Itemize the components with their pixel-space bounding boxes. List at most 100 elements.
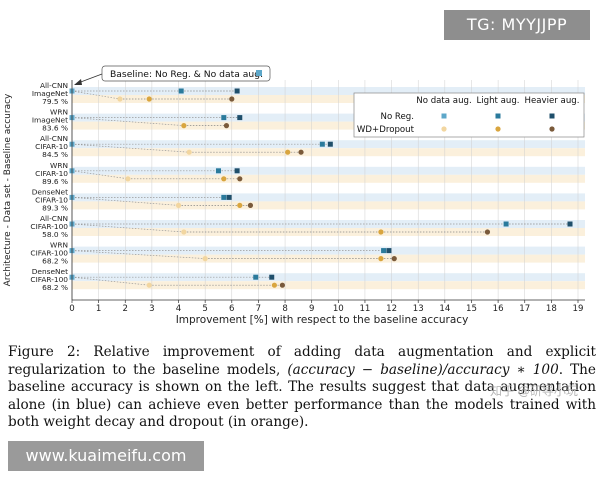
row-label-baseline: 89.6 % <box>42 177 68 186</box>
x-tick-label: 3 <box>149 304 154 314</box>
row-label-dataset: CIFAR-100 <box>30 222 68 231</box>
row-band-orange <box>72 95 585 103</box>
legend-no-reg-marker <box>441 113 447 119</box>
row-band-orange <box>72 121 585 130</box>
row-label-arch: All-CNN <box>40 81 68 90</box>
row-label-dataset: ImageNet <box>32 116 68 125</box>
row-band-blue <box>72 193 585 202</box>
x-tick-label: 1 <box>96 304 101 314</box>
connector-line <box>71 223 184 233</box>
connector-line <box>71 90 120 100</box>
watermark-corner: 知乎 @研导小玩 <box>490 384 578 398</box>
row-label-baseline: 68.2 % <box>42 283 68 292</box>
wd-dropout-point <box>146 96 152 102</box>
legend-wd-dropout-marker <box>495 126 501 132</box>
baseline-callout: Baseline: No Reg. & No data aug. <box>74 65 271 85</box>
row-label-baseline: 58.0 % <box>42 230 68 239</box>
no-reg-point <box>237 115 243 121</box>
caption-text: . The baseline accuracy is shown on the … <box>8 361 596 431</box>
wd-dropout-point <box>175 202 182 208</box>
wd-dropout-point <box>391 256 397 262</box>
x-tick-label: 14 <box>439 304 450 314</box>
row-label-dataset: CIFAR-10 <box>35 169 68 178</box>
row-label-arch: WRN <box>50 108 68 117</box>
row-label-baseline: 68.2 % <box>42 257 68 266</box>
x-tick-label: 16 <box>493 304 504 314</box>
wd-dropout-point <box>146 282 152 288</box>
wd-dropout-point <box>298 149 304 155</box>
no-reg-point <box>567 221 573 227</box>
wd-dropout-point <box>221 176 227 182</box>
legend: No data aug. Light aug. Heavier aug. No … <box>353 92 585 138</box>
row-label-dataset: CIFAR-100 <box>30 249 68 258</box>
row-band-orange <box>72 148 585 157</box>
legend-header: Heavier aug. <box>525 96 580 106</box>
no-reg-point <box>253 274 259 280</box>
no-reg-point <box>269 274 275 280</box>
no-reg-point <box>503 221 509 227</box>
wd-dropout-point <box>484 229 491 235</box>
x-axis-label: Improvement [%] with respect to the base… <box>176 314 469 326</box>
connector-line <box>71 250 206 259</box>
legend-header: No data aug. <box>416 96 471 106</box>
row-label-dataset: CIFAR-10 <box>35 142 68 151</box>
row-label-arch: DenseNet <box>32 267 68 276</box>
no-reg-point <box>319 141 325 147</box>
no-reg-point <box>221 194 227 200</box>
x-tick-label: 18 <box>546 304 557 314</box>
x-tick-label: 6 <box>229 304 234 314</box>
row-band-blue <box>72 87 585 95</box>
wd-dropout-point <box>271 282 277 288</box>
row-band-blue <box>72 113 585 122</box>
x-tick-label: 12 <box>386 304 397 314</box>
arrow-head-icon <box>74 79 82 85</box>
figure-caption: Figure 2: Relative improvement of adding… <box>8 344 596 432</box>
row-label-baseline: 79.5 % <box>42 97 68 106</box>
wd-dropout-point <box>285 149 291 155</box>
legend-header: Light aug. <box>476 96 519 106</box>
x-tick-label: 17 <box>519 304 530 314</box>
row-label-baseline: 83.6 % <box>42 124 68 133</box>
connector-line <box>71 170 128 180</box>
no-reg-point <box>386 248 392 254</box>
row-band-orange <box>72 281 585 290</box>
x-tick-label: 4 <box>176 304 181 314</box>
wd-dropout-point <box>202 256 208 262</box>
row-band-blue <box>72 166 585 175</box>
no-reg-point <box>381 248 387 254</box>
wd-dropout-point <box>181 229 187 235</box>
row-label-arch: WRN <box>50 161 68 170</box>
row-label-arch: All-CNN <box>40 134 68 143</box>
row-band-blue <box>72 220 585 228</box>
x-tick-label: 5 <box>202 304 207 314</box>
row-label-arch: WRN <box>50 241 68 250</box>
connector-line <box>71 117 184 126</box>
wd-dropout-point <box>181 123 187 129</box>
x-tick-label: 2 <box>123 304 128 314</box>
legend-no-reg-marker <box>549 113 555 119</box>
row-label-arch: All-CNN <box>40 214 68 223</box>
baseline-marker-icon <box>256 70 262 76</box>
legend-wd-dropout-marker <box>441 126 447 132</box>
row-band-blue <box>72 273 585 282</box>
x-tick-label: 0 <box>69 304 74 314</box>
wd-dropout-point <box>229 96 235 102</box>
caption-text: Figure 2: Relative improvement of adding… <box>8 344 596 378</box>
row-band-orange <box>72 201 585 210</box>
callout-arrow <box>77 73 103 84</box>
row-label-arch: DenseNet <box>32 187 68 196</box>
no-reg-point <box>234 168 240 174</box>
watermark-bottom: www.kuaimeifu.com <box>8 441 204 471</box>
no-reg-point <box>226 194 232 200</box>
legend-wd-dropout-marker <box>549 126 555 132</box>
wd-dropout-point <box>117 96 123 102</box>
x-tick-label: 8 <box>282 304 287 314</box>
x-tick-label: 13 <box>413 304 424 314</box>
wd-dropout-point <box>125 176 131 182</box>
row-label-dataset: CIFAR-100 <box>30 275 68 284</box>
wd-dropout-point <box>247 202 254 208</box>
row-label-baseline: 84.5 % <box>42 150 68 159</box>
no-reg-point <box>178 88 184 94</box>
wd-dropout-point <box>237 176 243 182</box>
